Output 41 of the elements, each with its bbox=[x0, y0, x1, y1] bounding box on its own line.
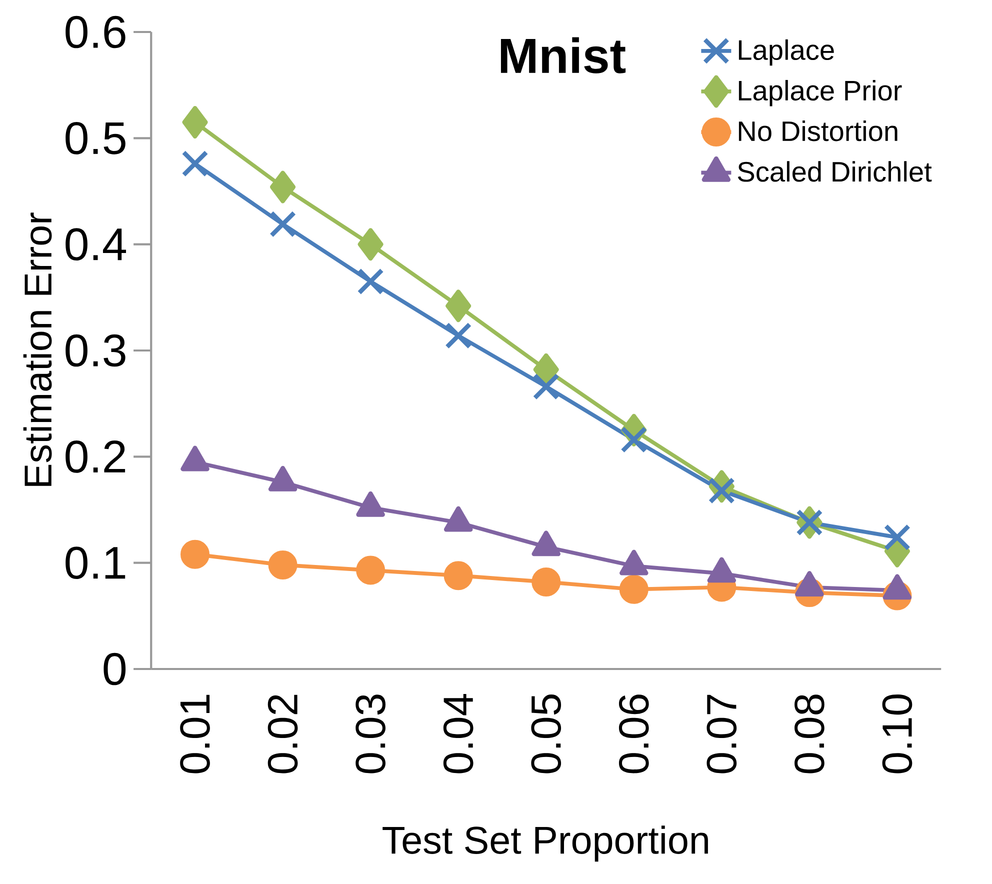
y-tick-label: 0.4 bbox=[66, 228, 126, 261]
x-tick-label: 0.02 bbox=[268, 694, 298, 774]
y-tick-label: 0 bbox=[104, 652, 126, 686]
x-tick-label: 0.06 bbox=[618, 694, 649, 774]
point bbox=[620, 426, 648, 454]
point bbox=[532, 567, 561, 596]
y-tick-label: 0.2 bbox=[66, 440, 126, 473]
point bbox=[884, 524, 911, 551]
point bbox=[444, 322, 472, 350]
y-tick-label: 0.3 bbox=[66, 334, 126, 367]
legend-label: Scaled Dirichlet bbox=[738, 161, 932, 182]
point bbox=[356, 556, 386, 585]
point bbox=[269, 210, 296, 238]
legend-label: No Distortion bbox=[738, 120, 898, 142]
y-tick-label: 0.5 bbox=[66, 122, 126, 154]
point bbox=[619, 574, 648, 604]
point bbox=[270, 170, 296, 204]
point bbox=[532, 373, 560, 400]
y-axis-title: Estimation Error bbox=[23, 212, 52, 486]
point bbox=[357, 268, 384, 295]
x-tick-label: 0.08 bbox=[794, 694, 824, 774]
x-axis-title: Test Set Proportion bbox=[382, 826, 708, 862]
x-tick-label: 0.04 bbox=[443, 694, 474, 774]
legend-label: Laplace Prior bbox=[738, 80, 902, 106]
y-tick-label: 0.1 bbox=[66, 546, 126, 580]
point bbox=[358, 228, 384, 261]
x-tick-label: 0.05 bbox=[531, 694, 562, 774]
point bbox=[268, 550, 298, 580]
x-tick-label: 0.01 bbox=[180, 694, 210, 774]
point bbox=[446, 290, 472, 322]
x-tick-label: 0.07 bbox=[706, 694, 737, 774]
point bbox=[182, 106, 208, 139]
point bbox=[182, 150, 208, 178]
chart-title: Mnist bbox=[500, 37, 626, 74]
x-tick-label: 0.03 bbox=[356, 694, 386, 774]
point bbox=[444, 561, 473, 590]
y-tick-label: 0.6 bbox=[66, 16, 126, 48]
legend-label: Laplace bbox=[738, 39, 834, 66]
point bbox=[708, 477, 736, 504]
x-tick-label: 0.10 bbox=[882, 694, 912, 774]
point bbox=[180, 540, 210, 569]
